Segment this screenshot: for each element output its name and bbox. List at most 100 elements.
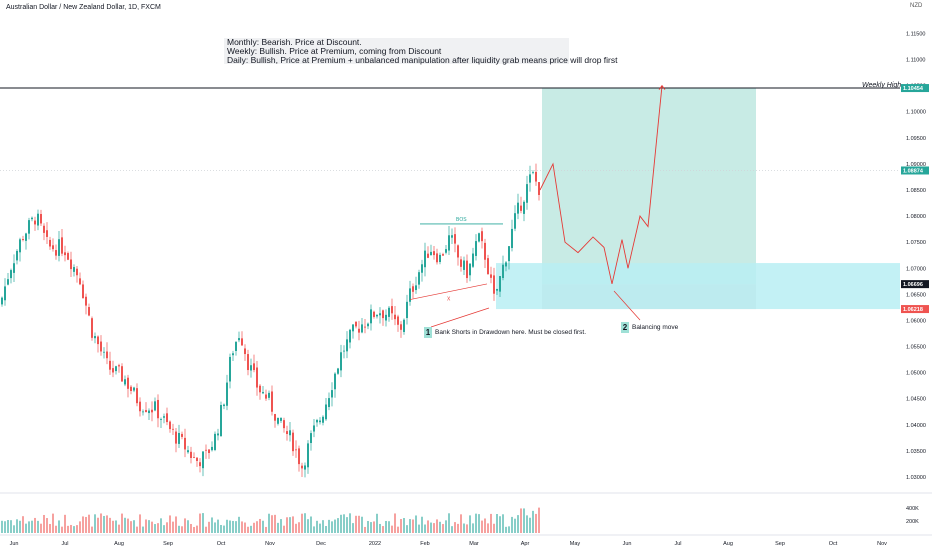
demand-zone [496, 263, 900, 310]
candle-body [352, 324, 354, 332]
candle-body [190, 451, 192, 458]
y-tick-label: 1.06000 [906, 318, 926, 324]
y-tick-label: 1.03000 [906, 475, 926, 481]
volume-bar [55, 525, 57, 533]
candle-body [301, 465, 303, 469]
y-tick-label: 1.07000 [906, 266, 926, 272]
volume-bar [28, 521, 30, 533]
volume-bar [313, 526, 315, 533]
volume-bar [88, 514, 90, 533]
note-line-daily: Daily: Bullish, Price at Premium + unbal… [227, 55, 618, 65]
candle-body [250, 365, 252, 371]
analysis-note[interactable]: Monthly: Bearish. Price at Discount. Wee… [224, 38, 618, 65]
candle-body [496, 288, 498, 291]
candle-body [331, 390, 333, 398]
candle-body [316, 419, 318, 423]
candle-body [457, 245, 459, 258]
volume-bar [64, 514, 66, 533]
candle-body [421, 264, 423, 273]
volume-bar [307, 519, 309, 533]
candle-body [88, 307, 90, 316]
candle-body [34, 220, 36, 225]
annotation-bank-shorts[interactable]: 1 Bank Shorts in Drawdown here. Must be … [424, 327, 586, 338]
volume-tick-label: 400K [906, 506, 919, 512]
candle-body [181, 433, 183, 437]
volume-tick-label: 200K [906, 519, 919, 525]
candle-body [247, 354, 249, 371]
volume-bar [496, 514, 498, 533]
candle-body [145, 410, 147, 413]
x-tick-label: 2022 [369, 541, 381, 547]
volume-bar [115, 520, 117, 533]
candle-body [385, 314, 387, 321]
volume-bar [184, 518, 186, 533]
volume-bar [70, 524, 72, 533]
volume-bar [58, 520, 60, 533]
candle-body [280, 417, 282, 421]
candle-body [463, 260, 465, 270]
candle-body [19, 239, 21, 253]
volume-bar [334, 519, 336, 533]
volume-bar [532, 510, 534, 533]
candle-body [268, 392, 270, 398]
candle-body [400, 324, 402, 330]
volume-bar [295, 523, 297, 533]
volume-bar [229, 520, 231, 533]
volume-bar [202, 513, 204, 533]
candle-body [136, 388, 138, 404]
volume-bar [160, 518, 162, 533]
candle-body [349, 329, 351, 343]
candle-body [481, 231, 483, 242]
candle-body [58, 239, 60, 256]
candle-body [187, 450, 189, 453]
candle-body [10, 270, 12, 279]
volume-bar [214, 522, 216, 533]
volume-bar [388, 521, 390, 533]
volume-bar [76, 525, 78, 533]
volume-bar [85, 516, 87, 533]
volume-bar [529, 517, 531, 533]
candle-body [460, 259, 462, 267]
volume-bar [538, 507, 540, 533]
volume-bar [220, 524, 222, 533]
volume-bar [109, 517, 111, 533]
candle-body [373, 311, 375, 317]
volume-bar [352, 523, 354, 533]
candle-body [367, 323, 369, 327]
candle-body [115, 366, 117, 372]
annotation-balancing-move[interactable]: 2 Balancing move [621, 322, 678, 333]
candle-body [445, 249, 447, 253]
volume-bar [100, 513, 102, 533]
candle-body [154, 401, 156, 411]
candle-body [241, 338, 243, 346]
zone-bottom-tag-bg [901, 305, 929, 314]
volume-bar [262, 520, 264, 533]
candle-body [376, 314, 378, 317]
candle-body [4, 286, 6, 301]
volume-bar [445, 520, 447, 533]
volume-bar [361, 516, 363, 533]
volume-bar [277, 522, 279, 533]
volume-bar [253, 522, 255, 533]
bos-label: BOS [456, 217, 467, 223]
y-tick-label: 1.08500 [906, 188, 926, 194]
y-tick-label: 1.04000 [906, 423, 926, 429]
candle-body [328, 398, 330, 408]
candle-body [502, 264, 504, 278]
volume-bar [127, 518, 129, 533]
projected-arrow-head [658, 84, 666, 90]
volume-bar [328, 519, 330, 533]
volume-bar [370, 522, 372, 533]
volume-bar [433, 523, 435, 533]
volume-bar [121, 513, 123, 533]
weekly-high-tag-bg [901, 84, 929, 93]
candle-body [508, 246, 510, 262]
x-tick-label: Aug [114, 541, 124, 547]
annotation-1-number: 1 [424, 327, 432, 338]
volume-bar [286, 517, 288, 533]
volume-bar [133, 520, 135, 533]
candle-body [487, 258, 489, 275]
candle-body [46, 230, 48, 237]
